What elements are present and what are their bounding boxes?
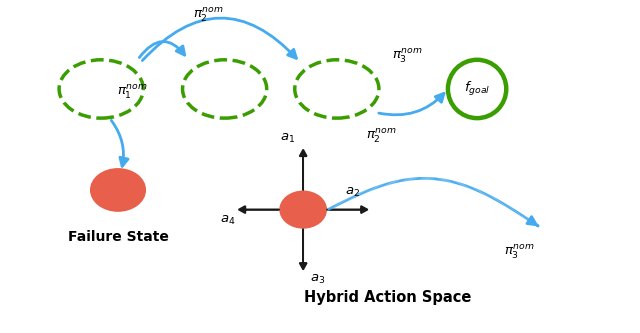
Text: $\pi_3^{nom}$: $\pi_3^{nom}$ [392,48,422,65]
Ellipse shape [90,168,146,212]
Text: Hybrid Action Space: Hybrid Action Space [303,290,471,305]
Ellipse shape [279,190,327,229]
FancyArrow shape [327,206,368,213]
Text: $\pi_1^{nom}$: $\pi_1^{nom}$ [117,83,147,101]
Text: $f_{goal}$: $f_{goal}$ [464,80,490,98]
Text: $\pi_3^{nom}$: $\pi_3^{nom}$ [504,243,534,261]
Text: $a_3$: $a_3$ [310,272,325,285]
Text: $a_2$: $a_2$ [346,186,360,199]
FancyArrow shape [239,206,279,213]
Text: $a_4$: $a_4$ [220,214,236,227]
Text: $a_1$: $a_1$ [280,132,295,145]
Text: $\pi_2^{nom}$: $\pi_2^{nom}$ [367,128,397,145]
FancyArrow shape [300,229,307,270]
Text: Failure State: Failure State [68,230,168,244]
Text: $\pi_2^{nom}$: $\pi_2^{nom}$ [193,7,223,24]
FancyArrow shape [300,150,307,190]
Circle shape [448,60,506,118]
